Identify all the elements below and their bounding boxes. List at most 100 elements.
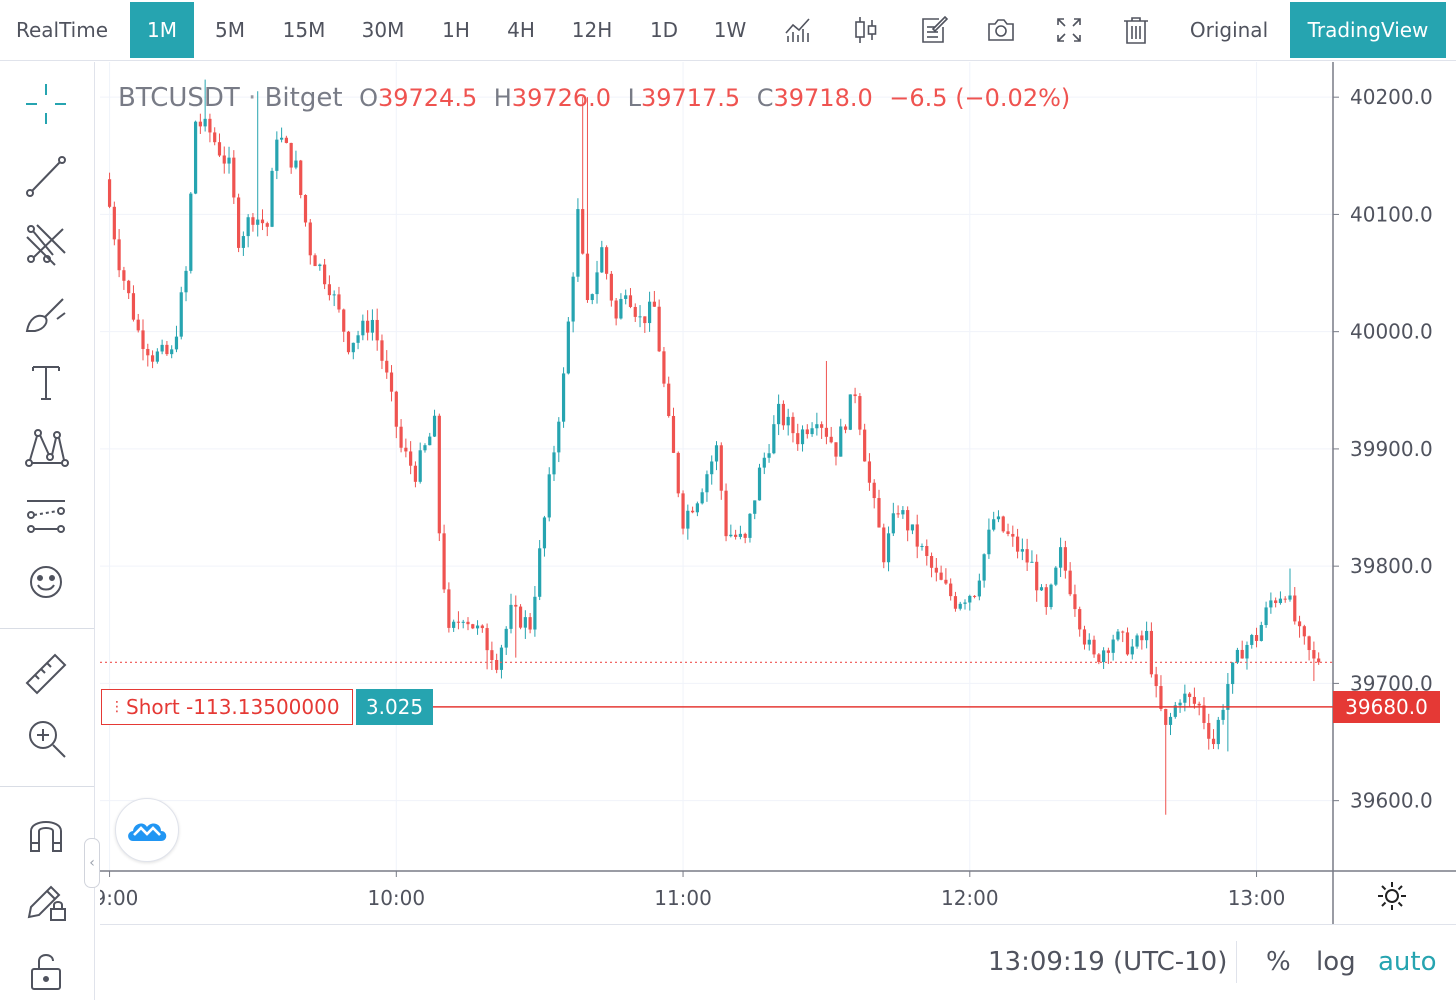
open-label: O xyxy=(359,84,378,112)
unlock-icon[interactable] xyxy=(20,944,72,996)
magnet-icon[interactable] xyxy=(20,806,72,858)
collapse-toolbar-button[interactable]: ‹ xyxy=(84,838,100,888)
candle-body xyxy=(385,360,389,373)
interval-5m-button[interactable]: 5M xyxy=(215,18,245,42)
candle-body xyxy=(858,396,862,430)
candle-body xyxy=(1140,635,1144,641)
camera-icon[interactable] xyxy=(985,12,1017,48)
candle-body xyxy=(609,273,613,301)
interval-30m-button[interactable]: 30M xyxy=(361,18,405,42)
forecast-icon[interactable] xyxy=(20,490,72,542)
candle-body xyxy=(1073,594,1077,610)
auto-scale-toggle[interactable]: auto xyxy=(1378,947,1437,977)
log-scale-toggle[interactable]: log xyxy=(1316,947,1356,977)
candle-body xyxy=(786,416,790,426)
drag-handle-icon[interactable]: ⋮ xyxy=(110,698,124,715)
tradingview-chart-button[interactable]: TradingView xyxy=(1290,2,1446,58)
interval-1d-button[interactable]: 1D xyxy=(649,18,679,42)
candle-body xyxy=(624,295,628,299)
realtime-button[interactable]: RealTime xyxy=(15,18,109,42)
candle-body xyxy=(724,490,728,537)
candle-body xyxy=(504,628,508,648)
candle-body xyxy=(614,300,618,319)
trash-icon[interactable] xyxy=(1120,12,1152,48)
indicators-icon[interactable] xyxy=(782,12,814,48)
settings-gear-icon[interactable] xyxy=(1376,880,1408,912)
position-label[interactable]: ⋮ Short -113.13500000 xyxy=(101,688,353,725)
candle-body xyxy=(122,270,126,281)
position-quantity[interactable]: 3.025 xyxy=(356,688,433,725)
text-tool-icon[interactable] xyxy=(20,356,72,408)
candle-body xyxy=(571,276,575,322)
brush-icon[interactable] xyxy=(20,288,72,340)
interval-12h-button[interactable]: 12H xyxy=(571,18,613,42)
interval-4h-button[interactable]: 4H xyxy=(507,18,535,42)
clock-timezone[interactable]: 13:09:19 (UTC-10) xyxy=(988,947,1228,977)
chart-pane[interactable]: 40200.0 40100.0 40000.0 39900.0 39800.0 39700… xyxy=(100,62,1456,1000)
tradingview-logo[interactable] xyxy=(115,798,179,862)
candle-body xyxy=(1231,662,1235,685)
candle-type-icon[interactable] xyxy=(850,12,882,48)
original-chart-button[interactable]: Original xyxy=(1189,18,1269,42)
candle-body xyxy=(566,321,570,374)
candle-body xyxy=(872,482,876,499)
candle-body xyxy=(1054,567,1058,585)
candle-body xyxy=(633,306,637,317)
crosshair-icon[interactable] xyxy=(20,78,72,130)
candle-body xyxy=(1216,719,1220,745)
candle-body xyxy=(1130,646,1134,655)
candle-body xyxy=(700,492,704,504)
candle-body xyxy=(193,121,198,194)
candle-body xyxy=(848,394,852,430)
candle-body xyxy=(877,498,881,528)
interval-1w-button[interactable]: 1W xyxy=(713,18,747,42)
interval-1m-button[interactable]: 1M xyxy=(130,2,194,58)
emoji-icon[interactable] xyxy=(20,556,72,608)
pitchfork-icon[interactable] xyxy=(20,218,72,270)
candle-body xyxy=(485,628,489,651)
interval-1h-button[interactable]: 1H xyxy=(442,18,470,42)
candle-body xyxy=(523,617,527,628)
candle-body xyxy=(260,219,265,224)
candle-body xyxy=(1173,705,1177,717)
candle-body xyxy=(1092,639,1096,655)
candle-body xyxy=(499,647,504,670)
ruler-icon[interactable] xyxy=(20,648,72,700)
candle-body xyxy=(777,403,781,425)
interval-15m-button[interactable]: 15M xyxy=(282,18,326,42)
candle-body xyxy=(757,467,762,501)
candle-body xyxy=(705,474,709,493)
low-label: L xyxy=(627,84,641,112)
candle-body xyxy=(1058,547,1063,568)
candle-body xyxy=(146,348,150,356)
percent-scale-toggle[interactable]: % xyxy=(1266,947,1291,977)
candle-body xyxy=(910,524,915,531)
candle-body xyxy=(327,284,331,296)
candle-body xyxy=(189,193,193,271)
candle-body xyxy=(1068,570,1072,595)
candle-body xyxy=(203,118,207,127)
candle-body xyxy=(982,554,986,581)
note-icon[interactable] xyxy=(918,12,950,48)
candle-body xyxy=(318,264,322,267)
candle-body xyxy=(409,451,413,466)
candle-body xyxy=(1125,632,1130,655)
lock-drawing-icon[interactable] xyxy=(20,874,72,926)
candle-body xyxy=(117,239,121,271)
pattern-icon[interactable] xyxy=(20,422,72,474)
fullscreen-icon[interactable] xyxy=(1053,12,1085,48)
zoom-in-icon[interactable] xyxy=(20,712,72,764)
candle-body xyxy=(303,195,308,223)
candle-body xyxy=(275,139,279,171)
x-tick-label: 11:00 xyxy=(654,886,712,910)
trend-line-icon[interactable] xyxy=(20,150,72,202)
candle-body xyxy=(471,624,475,629)
candle-body xyxy=(1293,595,1297,622)
candle-body xyxy=(791,416,795,434)
candle-body xyxy=(1006,531,1010,534)
candle-body xyxy=(552,452,556,475)
candle-body xyxy=(198,121,202,127)
price-chart[interactable]: 40200.040100.040000.039900.039800.039700… xyxy=(100,62,1456,924)
change-value: −6.5 (−0.02%) xyxy=(889,84,1071,112)
candle-body xyxy=(643,316,647,324)
